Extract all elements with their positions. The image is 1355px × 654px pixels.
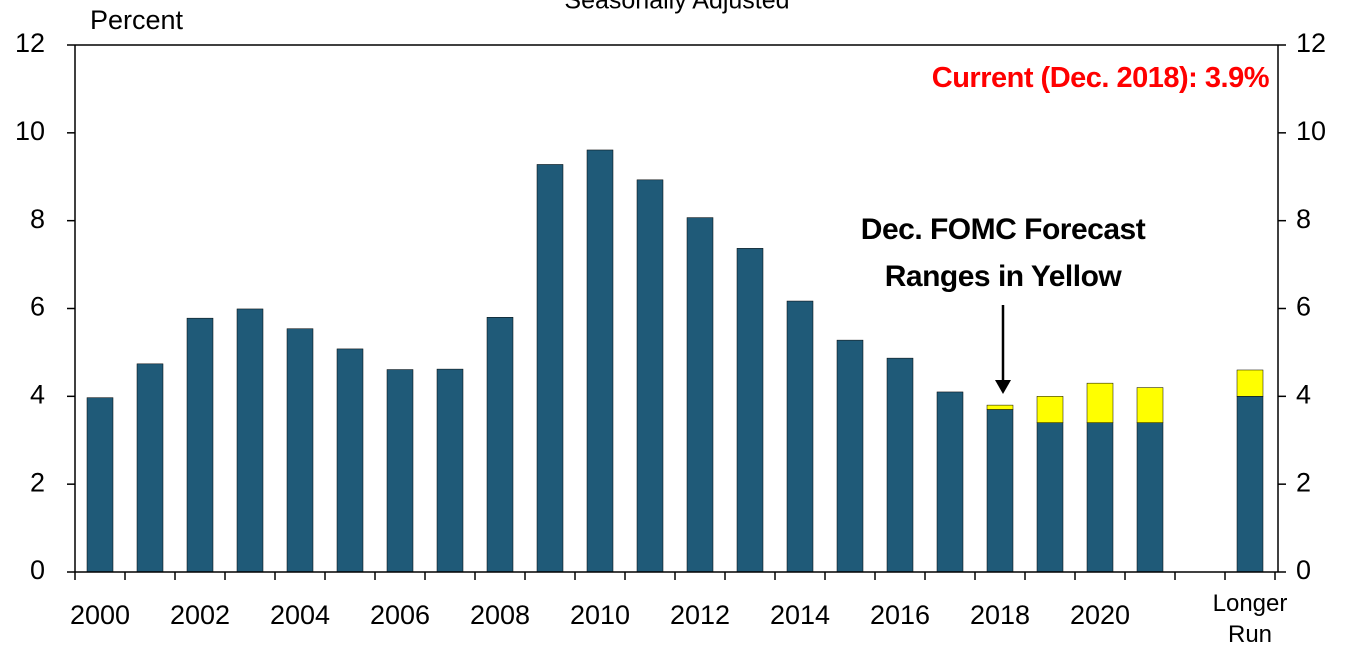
y2-tick-label: 2 [1296,467,1311,497]
y-tick-label: 2 [30,467,45,497]
y-tick-label: 4 [30,379,45,409]
bar [386,369,414,573]
bar [1236,369,1264,397]
y-tick-label: 6 [30,292,45,322]
bar [86,397,114,573]
bar [1136,422,1164,573]
bar [1036,422,1064,573]
x-tick-label: Longer Run [1212,590,1288,648]
x-tick-label: 2000 [70,600,130,630]
y2-tick-label: 10 [1296,116,1326,146]
bar [186,317,214,573]
y2-tick-label: 4 [1296,379,1311,409]
bar [986,409,1014,573]
y2-tick-label: 6 [1296,292,1311,322]
x-tick-label: 2002 [170,600,230,630]
bar [1136,387,1164,423]
y-tick-label: 10 [15,116,45,146]
bar [636,179,664,573]
arrow-head [995,380,1011,394]
bar [336,348,364,573]
y-tick-label: 0 [30,555,45,585]
x-tick-label: 2010 [570,600,630,630]
y-axis-label: Percent [90,5,184,35]
bar [736,248,764,573]
annotation: Current (Dec. 2018): 3.9% [931,62,1270,94]
x-tick-label: 2004 [270,600,330,630]
bar [686,217,714,573]
x-tick-label: 2014 [770,600,830,630]
y-tick-label: 8 [30,204,45,234]
x-tick-label: 2020 [1070,600,1130,630]
bar [786,300,814,573]
y2-tick-label: 0 [1296,555,1311,585]
bar [236,308,264,573]
x-tick-label: 2006 [370,600,430,630]
bar [936,391,964,573]
bar [286,328,314,573]
bar [436,368,464,573]
bar [986,404,1014,410]
x-tick-label: 2008 [470,600,530,630]
y-tick-label: 12 [15,28,45,58]
bar [886,357,914,573]
bar [586,149,614,573]
chart-subtitle: Seasonally Adjusted [564,0,789,15]
y2-tick-label: 8 [1296,204,1311,234]
bar [1236,396,1264,573]
y2-tick-label: 12 [1296,28,1326,58]
bar [1086,422,1114,573]
x-tick-label: 2016 [870,600,930,630]
annotation: Dec. FOMC Forecast Ranges in Yellow [860,213,1146,293]
bar [136,363,164,573]
bar [836,339,864,573]
bar [1036,396,1064,423]
bar [486,317,514,573]
x-tick-label: 2012 [670,600,730,630]
x-tick-label: 2018 [970,600,1030,630]
bar [1086,382,1114,423]
bar [536,164,564,573]
